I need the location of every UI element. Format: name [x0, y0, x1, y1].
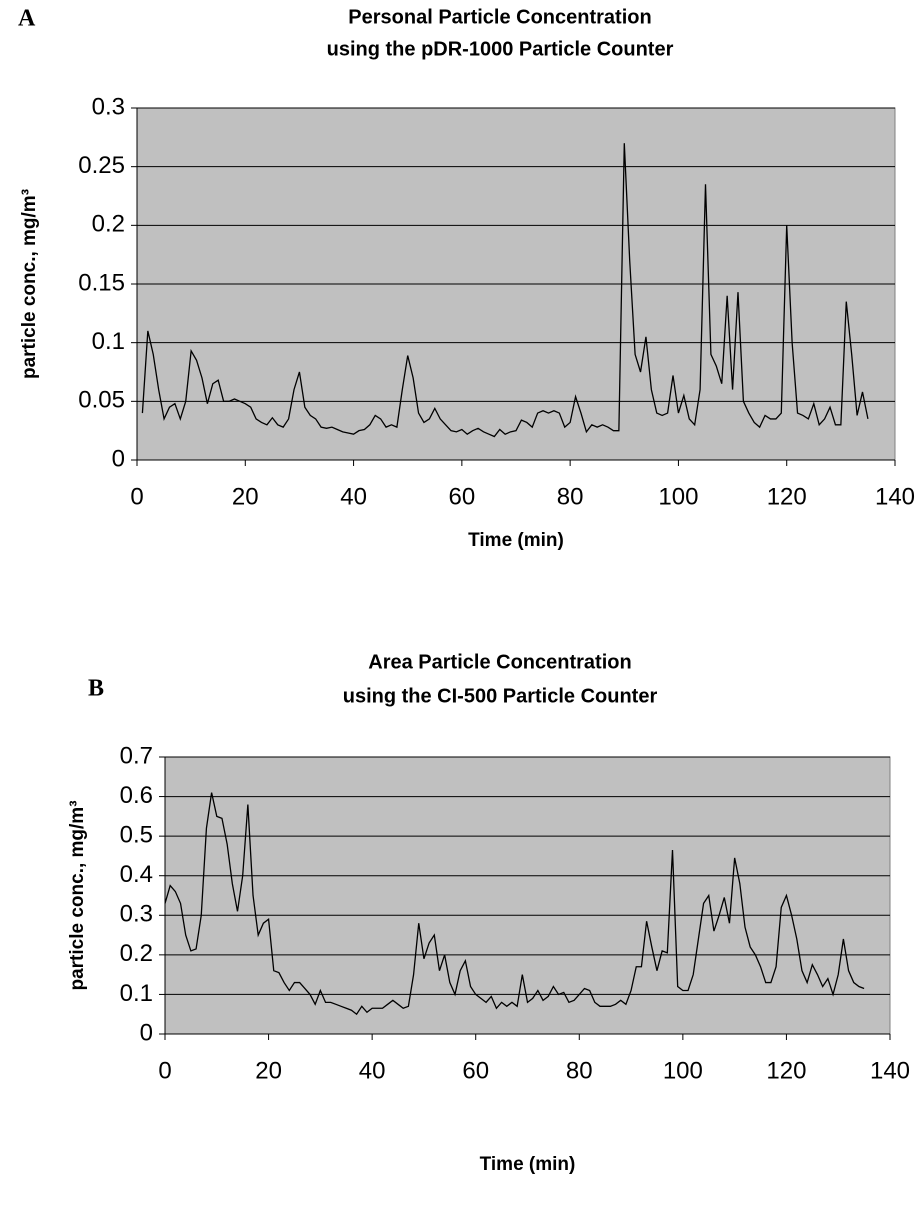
y-axis-label: particle conc., mg/m³ — [19, 189, 40, 379]
y-tick-label: 0.1 — [92, 328, 125, 355]
x-tick-label: 140 — [870, 1057, 910, 1084]
x-tick-label: 120 — [766, 1057, 806, 1084]
y-tick-label: 0.25 — [78, 152, 125, 179]
x-tick-label: 80 — [557, 483, 584, 510]
x-tick-label: 0 — [158, 1057, 171, 1084]
y-tick-label: 0.15 — [78, 269, 125, 296]
y-tick-label: 0.05 — [78, 387, 125, 414]
chart-subtitle: using the pDR-1000 Particle Counter — [327, 38, 674, 60]
data-line — [164, 792, 865, 1016]
chart-subtitle: using the CI-500 Particle Counter — [343, 685, 658, 707]
y-tick-label: 0.1 — [120, 980, 153, 1007]
x-tick-label: 140 — [875, 483, 915, 510]
x-tick-label: 80 — [566, 1057, 593, 1084]
y-axis-label: particle conc., mg/m³ — [67, 800, 88, 990]
panel-label: B — [88, 676, 104, 702]
x-axis-label: Time (min) — [468, 530, 564, 551]
x-tick-label: 120 — [767, 483, 807, 510]
y-tick-label: 0.3 — [120, 901, 153, 928]
y-tick-label: 0.2 — [92, 211, 125, 238]
x-tick-label: 0 — [130, 483, 143, 510]
y-tick-label: 0.3 — [92, 93, 125, 120]
x-tick-label: 20 — [255, 1057, 282, 1084]
y-tick-label: 0.6 — [120, 782, 153, 809]
x-tick-label: 60 — [449, 483, 476, 510]
y-tick-label: 0.7 — [120, 742, 153, 769]
x-axis-label: Time (min) — [480, 1154, 576, 1175]
data-line — [141, 143, 869, 438]
x-tick-label: 60 — [462, 1057, 489, 1084]
chart-title: Area Particle Concentration — [368, 651, 631, 673]
x-tick-label: 100 — [663, 1057, 703, 1084]
y-tick-label: 0 — [112, 445, 125, 472]
x-tick-label: 20 — [232, 483, 259, 510]
y-tick-label: 0.5 — [120, 821, 153, 848]
x-tick-label: 40 — [359, 1057, 386, 1084]
y-tick-label: 0.4 — [120, 861, 153, 888]
x-tick-label: 40 — [340, 483, 367, 510]
y-tick-label: 0 — [140, 1019, 153, 1046]
panel-label: A — [18, 6, 36, 32]
x-tick-label: 100 — [658, 483, 698, 510]
y-tick-label: 0.2 — [120, 940, 153, 967]
plot-area — [164, 756, 891, 1035]
chart-title: Personal Particle Concentration — [348, 6, 651, 28]
